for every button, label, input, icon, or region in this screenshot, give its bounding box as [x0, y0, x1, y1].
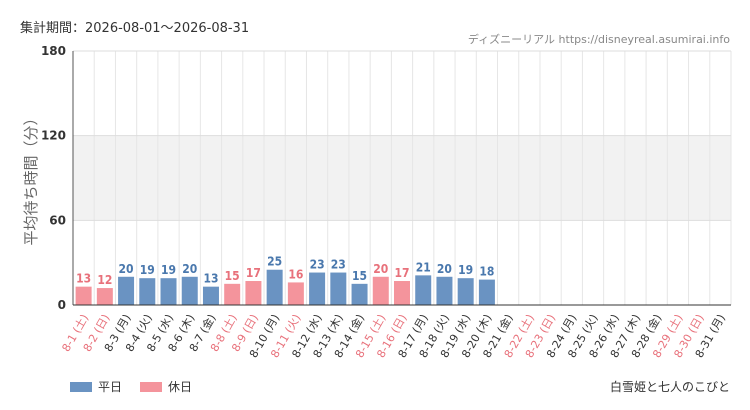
bar-8-14	[351, 283, 368, 305]
data-label: 15	[352, 269, 367, 283]
bar-8-11	[287, 282, 304, 305]
bar-8-17	[415, 275, 432, 305]
data-label: 16	[288, 267, 303, 281]
bar-8-1	[75, 286, 92, 305]
data-label: 19	[140, 263, 155, 277]
data-label: 15	[225, 269, 240, 283]
data-label: 17	[246, 266, 261, 280]
data-label: 23	[310, 258, 325, 272]
data-label: 20	[373, 262, 388, 276]
data-label: 20	[182, 262, 197, 276]
bar-8-10	[266, 269, 283, 305]
bar-8-5	[160, 278, 177, 305]
y-tick-label: 0	[58, 298, 66, 312]
chart-legend: 平日 休日	[70, 378, 192, 395]
data-label: 19	[161, 263, 176, 277]
bar-8-9	[245, 281, 262, 305]
legend-swatch-weekday	[70, 381, 92, 392]
bar-8-6	[181, 276, 198, 305]
data-label: 25	[267, 255, 282, 269]
attraction-name: 白雪姫と七人のこびと	[609, 380, 730, 394]
data-label: 18	[479, 265, 494, 279]
data-label: 12	[97, 273, 112, 287]
data-label: 13	[203, 272, 218, 286]
bar-8-12	[309, 272, 326, 305]
bar-8-7	[202, 286, 219, 305]
data-label: 20	[437, 262, 452, 276]
data-label: 23	[331, 258, 346, 272]
bar-8-16	[394, 281, 410, 305]
bar-8-18	[436, 276, 453, 305]
y-tick-label: 60	[49, 213, 66, 227]
legend-item-holiday: 休日	[140, 378, 192, 395]
bar-8-19	[457, 278, 474, 305]
bar-8-15	[372, 276, 389, 305]
legend-swatch-holiday	[140, 381, 163, 392]
bar-8-2	[96, 288, 113, 305]
bar-8-3	[118, 276, 135, 305]
bar-8-20	[478, 279, 495, 305]
bar-8-13	[330, 272, 347, 305]
collection-period: 集計期間：2026-08-01～2026-08-31	[20, 21, 250, 36]
source-credit: ディズニーリアル https://disneyreal.asumirai.inf…	[467, 33, 730, 46]
y-axis-title: 平均待ち時間（分）	[22, 110, 40, 245]
data-label: 17	[394, 266, 409, 280]
legend-item-weekday: 平日	[70, 378, 122, 395]
data-label: 20	[119, 262, 134, 276]
bar-8-8	[224, 283, 241, 305]
legend-label-weekday: 平日	[98, 380, 123, 394]
data-label: 13	[76, 272, 91, 286]
data-label: 19	[458, 263, 473, 277]
data-label: 21	[416, 260, 431, 274]
chart-band-0	[73, 135, 731, 221]
legend-label-holiday: 休日	[168, 380, 193, 394]
y-tick-label: 120	[41, 129, 66, 143]
bar-8-4	[139, 278, 156, 305]
y-tick-label: 180	[41, 44, 66, 58]
